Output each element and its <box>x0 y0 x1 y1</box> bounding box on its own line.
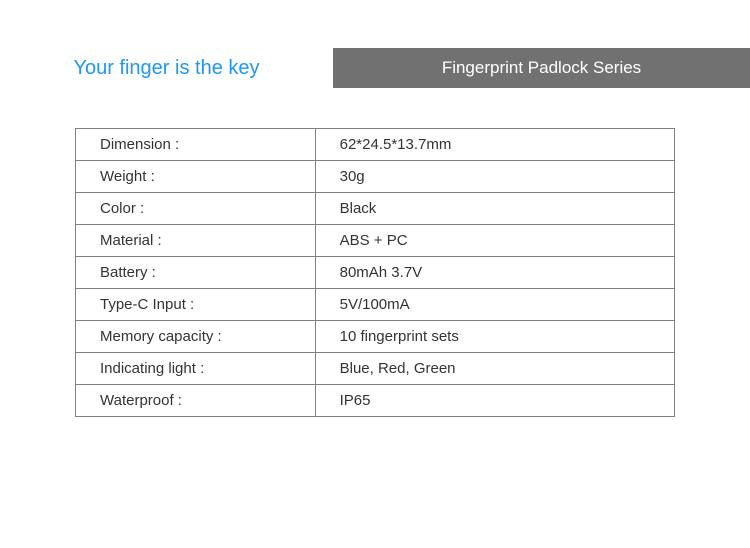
spec-label: Battery : <box>76 257 316 289</box>
spec-value: Black <box>315 193 674 225</box>
spec-table: Dimension : 62*24.5*13.7mm Weight : 30g … <box>75 128 675 417</box>
table-row: Dimension : 62*24.5*13.7mm <box>76 129 675 161</box>
spec-value: 5V/100mA <box>315 289 674 321</box>
spec-label: Color : <box>76 193 316 225</box>
table-row: Battery : 80mAh 3.7V <box>76 257 675 289</box>
spec-value: IP65 <box>315 385 674 417</box>
tagline-text: Your finger is the key <box>73 57 259 80</box>
spec-value: 80mAh 3.7V <box>315 257 674 289</box>
spec-value: 30g <box>315 161 674 193</box>
spec-table-body: Dimension : 62*24.5*13.7mm Weight : 30g … <box>76 129 675 417</box>
spec-label: Type-C Input : <box>76 289 316 321</box>
header-row: Your finger is the key Fingerprint Padlo… <box>0 48 750 88</box>
table-row: Material : ABS + PC <box>76 225 675 257</box>
table-row: Waterproof : IP65 <box>76 385 675 417</box>
table-row: Indicating light : Blue, Red, Green <box>76 353 675 385</box>
spec-value: 10 fingerprint sets <box>315 321 674 353</box>
spec-value: ABS + PC <box>315 225 674 257</box>
table-row: Color : Black <box>76 193 675 225</box>
spec-label: Indicating light : <box>76 353 316 385</box>
spec-label: Weight : <box>76 161 316 193</box>
spec-value: Blue, Red, Green <box>315 353 674 385</box>
series-banner: Fingerprint Padlock Series <box>333 48 750 88</box>
table-row: Weight : 30g <box>76 161 675 193</box>
spec-label: Memory capacity : <box>76 321 316 353</box>
spec-label: Dimension : <box>76 129 316 161</box>
spec-label: Material : <box>76 225 316 257</box>
spec-label: Waterproof : <box>76 385 316 417</box>
series-banner-text: Fingerprint Padlock Series <box>442 58 641 78</box>
table-row: Type-C Input : 5V/100mA <box>76 289 675 321</box>
table-row: Memory capacity : 10 fingerprint sets <box>76 321 675 353</box>
tagline-container: Your finger is the key <box>0 48 333 88</box>
spec-value: 62*24.5*13.7mm <box>315 129 674 161</box>
